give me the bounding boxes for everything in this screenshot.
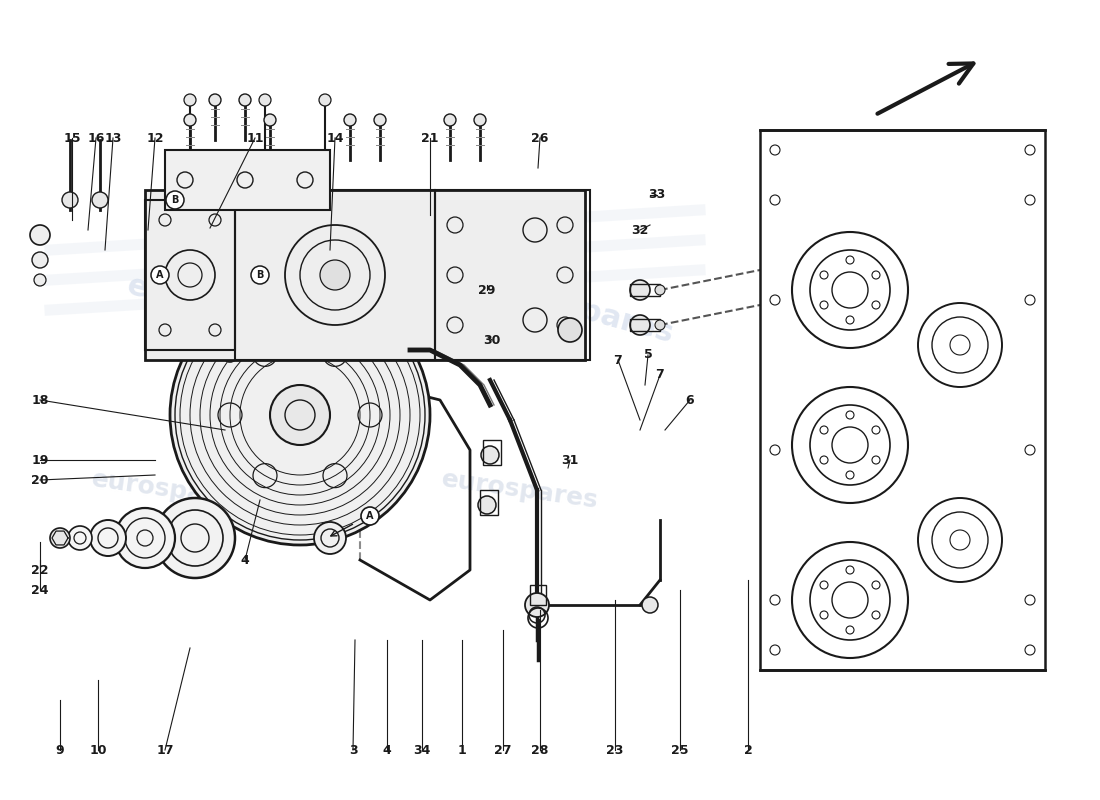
Text: 2: 2 bbox=[744, 743, 752, 757]
Circle shape bbox=[770, 145, 780, 155]
Circle shape bbox=[654, 285, 666, 295]
FancyBboxPatch shape bbox=[145, 190, 585, 360]
Text: B: B bbox=[256, 270, 264, 280]
Text: 26: 26 bbox=[531, 131, 549, 145]
Circle shape bbox=[1025, 595, 1035, 605]
Text: 25: 25 bbox=[671, 743, 689, 757]
Text: 32: 32 bbox=[631, 223, 649, 237]
Circle shape bbox=[151, 266, 169, 284]
Circle shape bbox=[1025, 295, 1035, 305]
Circle shape bbox=[32, 252, 48, 268]
Circle shape bbox=[170, 285, 430, 545]
Circle shape bbox=[481, 446, 499, 464]
Text: 18: 18 bbox=[31, 394, 48, 406]
Circle shape bbox=[344, 114, 356, 126]
Text: 3: 3 bbox=[349, 743, 358, 757]
Circle shape bbox=[474, 114, 486, 126]
Text: 30: 30 bbox=[483, 334, 500, 346]
Text: A: A bbox=[366, 511, 374, 521]
Circle shape bbox=[630, 315, 650, 335]
Circle shape bbox=[155, 498, 235, 578]
Circle shape bbox=[444, 114, 456, 126]
Circle shape bbox=[642, 597, 658, 613]
Text: 7: 7 bbox=[656, 369, 664, 382]
Text: 34: 34 bbox=[414, 743, 431, 757]
Circle shape bbox=[630, 280, 650, 300]
Circle shape bbox=[264, 114, 276, 126]
Text: 6: 6 bbox=[685, 394, 694, 406]
Circle shape bbox=[770, 445, 780, 455]
Circle shape bbox=[770, 595, 780, 605]
Circle shape bbox=[223, 348, 236, 362]
Text: eurospares: eurospares bbox=[90, 467, 250, 513]
Text: 12: 12 bbox=[146, 131, 164, 145]
Circle shape bbox=[770, 295, 780, 305]
Text: 17: 17 bbox=[156, 743, 174, 757]
FancyBboxPatch shape bbox=[165, 150, 330, 210]
Text: 31: 31 bbox=[561, 454, 579, 466]
Circle shape bbox=[1025, 195, 1035, 205]
Circle shape bbox=[361, 507, 379, 525]
Text: 23: 23 bbox=[606, 743, 624, 757]
Circle shape bbox=[251, 266, 270, 284]
Text: 5: 5 bbox=[644, 349, 652, 362]
Circle shape bbox=[90, 520, 126, 556]
Circle shape bbox=[558, 318, 582, 342]
Text: 20: 20 bbox=[31, 474, 48, 486]
Text: 16: 16 bbox=[87, 131, 104, 145]
Text: 10: 10 bbox=[89, 743, 107, 757]
Text: eurospares: eurospares bbox=[483, 271, 676, 349]
Circle shape bbox=[1025, 145, 1035, 155]
Circle shape bbox=[184, 114, 196, 126]
Circle shape bbox=[62, 192, 78, 208]
Circle shape bbox=[34, 274, 46, 286]
Circle shape bbox=[1025, 645, 1035, 655]
Text: 33: 33 bbox=[648, 189, 666, 202]
Text: 4: 4 bbox=[383, 743, 392, 757]
Circle shape bbox=[68, 526, 92, 550]
Circle shape bbox=[270, 385, 330, 445]
Circle shape bbox=[319, 94, 331, 106]
Circle shape bbox=[478, 496, 496, 514]
Circle shape bbox=[166, 191, 184, 209]
Text: 24: 24 bbox=[31, 583, 48, 597]
Circle shape bbox=[1025, 445, 1035, 455]
Circle shape bbox=[258, 94, 271, 106]
Circle shape bbox=[209, 94, 221, 106]
Circle shape bbox=[184, 94, 196, 106]
Text: eurospares: eurospares bbox=[123, 271, 317, 349]
Circle shape bbox=[320, 260, 350, 290]
Text: 27: 27 bbox=[494, 743, 512, 757]
Circle shape bbox=[239, 94, 251, 106]
Circle shape bbox=[50, 528, 70, 548]
Text: B: B bbox=[172, 195, 178, 205]
Circle shape bbox=[116, 508, 175, 568]
Circle shape bbox=[374, 114, 386, 126]
Text: 7: 7 bbox=[614, 354, 623, 366]
Text: 4: 4 bbox=[241, 554, 250, 566]
Text: 14: 14 bbox=[327, 131, 343, 145]
Text: 15: 15 bbox=[64, 131, 80, 145]
Circle shape bbox=[92, 192, 108, 208]
Circle shape bbox=[30, 225, 50, 245]
Text: 1: 1 bbox=[458, 743, 466, 757]
Text: 29: 29 bbox=[478, 283, 496, 297]
Text: 9: 9 bbox=[56, 743, 64, 757]
Text: 19: 19 bbox=[31, 454, 48, 466]
Text: A: A bbox=[156, 270, 164, 280]
Circle shape bbox=[770, 645, 780, 655]
Text: 21: 21 bbox=[421, 131, 439, 145]
Text: eurospares: eurospares bbox=[440, 467, 600, 513]
Text: 22: 22 bbox=[31, 563, 48, 577]
Text: 11: 11 bbox=[246, 131, 264, 145]
Text: 28: 28 bbox=[531, 743, 549, 757]
Text: 13: 13 bbox=[104, 131, 122, 145]
Circle shape bbox=[314, 522, 346, 554]
Circle shape bbox=[770, 195, 780, 205]
Circle shape bbox=[525, 593, 549, 617]
Circle shape bbox=[654, 320, 666, 330]
